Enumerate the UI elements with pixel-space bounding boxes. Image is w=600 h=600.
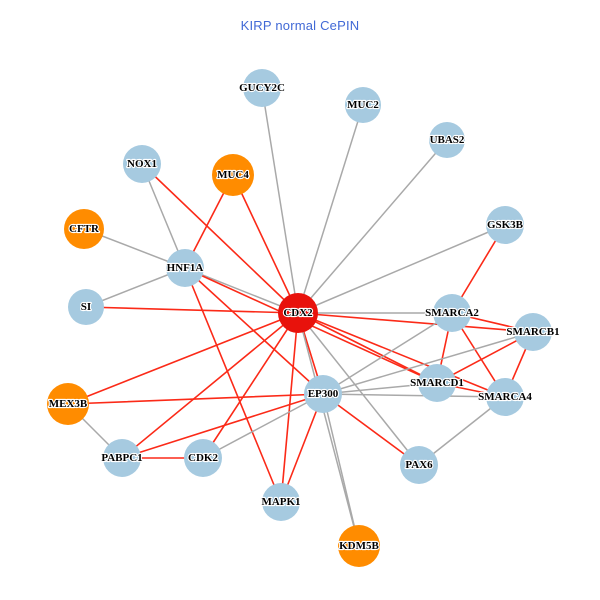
node-circle[interactable] xyxy=(47,383,89,425)
network-node-smarcd1[interactable]: SMARCD1 xyxy=(409,364,465,402)
page-title: KIRP normal CePIN xyxy=(240,18,360,33)
network-node-mex3b[interactable]: MEX3B xyxy=(47,383,89,425)
network-edge xyxy=(184,267,299,314)
network-edge xyxy=(67,393,324,405)
network-edge xyxy=(202,393,324,459)
node-circle[interactable] xyxy=(429,122,465,158)
network-edge xyxy=(202,312,299,459)
network-edge xyxy=(297,312,438,384)
node-circle[interactable] xyxy=(418,364,456,402)
node-label: CFTR xyxy=(69,223,100,235)
network-node-hnf1a[interactable]: HNF1A xyxy=(166,249,204,287)
node-label: CDX2 xyxy=(283,307,313,319)
node-label: SMARCA4 xyxy=(478,391,532,403)
network-node-cftr[interactable]: CFTR xyxy=(64,209,104,249)
network-edge xyxy=(85,306,299,314)
node-label: CDK2 xyxy=(188,452,218,464)
network-node-muc4[interactable]: MUC4 xyxy=(212,154,254,196)
network-edge xyxy=(141,163,299,314)
node-circle[interactable] xyxy=(486,378,524,416)
node-layer: GUCY2C MUC2 UBAS2 NOX1 MUC4 CFTR GSK3B HNF1A SI C… xyxy=(47,69,561,567)
node-circle[interactable] xyxy=(68,289,104,325)
network-edge xyxy=(280,393,324,503)
node-label: EP300 xyxy=(308,388,339,400)
network-edge xyxy=(297,104,364,314)
network-node-smarcb1[interactable]: SMARCB1 xyxy=(505,313,561,351)
node-circle[interactable] xyxy=(212,154,254,196)
node-label: HNF1A xyxy=(167,262,204,274)
node-label: PABPC1 xyxy=(101,452,142,464)
network-edge xyxy=(322,393,420,466)
network-node-ubas2[interactable]: UBAS2 xyxy=(428,122,466,158)
network-node-pax6[interactable]: PAX6 xyxy=(400,446,438,484)
node-circle[interactable] xyxy=(278,293,318,333)
node-label: UBAS2 xyxy=(430,134,465,146)
node-circle[interactable] xyxy=(262,483,300,521)
node-label: SMARCB1 xyxy=(506,326,559,338)
node-circle[interactable] xyxy=(64,209,104,249)
network-edge xyxy=(297,312,534,333)
node-circle[interactable] xyxy=(184,439,222,477)
network-edge xyxy=(121,393,324,459)
node-label: GSK3B xyxy=(487,219,524,231)
node-label: GUCY2C xyxy=(239,82,285,94)
network-node-si[interactable]: SI xyxy=(68,289,104,325)
node-circle[interactable] xyxy=(166,249,204,287)
network-node-pabpc1[interactable]: PABPC1 xyxy=(100,439,144,477)
network-node-muc2[interactable]: MUC2 xyxy=(345,87,381,123)
node-circle[interactable] xyxy=(123,145,161,183)
network-edge xyxy=(297,139,448,314)
node-circle[interactable] xyxy=(400,446,438,484)
network-edge xyxy=(322,393,506,398)
node-label: SMARCA2 xyxy=(425,307,479,319)
node-circle[interactable] xyxy=(486,206,524,244)
network-node-cdk2[interactable]: CDK2 xyxy=(184,439,222,477)
node-label: SI xyxy=(81,301,91,313)
network-node-gsk3b[interactable]: GSK3B xyxy=(486,206,525,244)
network-edge xyxy=(322,312,453,395)
node-label: SMARCD1 xyxy=(410,377,464,389)
node-label: MUC2 xyxy=(347,99,379,111)
node-label: MAPK1 xyxy=(261,496,300,508)
network-node-mapk1[interactable]: MAPK1 xyxy=(260,483,302,521)
node-label: PAX6 xyxy=(405,459,433,471)
network-edge xyxy=(121,312,299,459)
network-edge xyxy=(297,312,360,547)
network-node-cdx2[interactable]: CDX2 xyxy=(278,293,318,333)
node-circle[interactable] xyxy=(304,375,342,413)
network-node-smarca4[interactable]: SMARCA4 xyxy=(477,378,533,416)
network-node-ep300[interactable]: EP300 xyxy=(304,375,342,413)
network-edge xyxy=(322,393,360,547)
node-label: NOX1 xyxy=(127,158,157,170)
node-label: MEX3B xyxy=(49,398,88,410)
network-edge xyxy=(261,87,299,314)
network-node-gucy2c[interactable]: GUCY2C xyxy=(238,69,286,107)
network-node-kdm5b[interactable]: KDM5B xyxy=(338,525,381,567)
network-edge xyxy=(280,312,299,503)
network-edge xyxy=(322,382,438,395)
node-circle[interactable] xyxy=(433,294,471,332)
network-node-smarca2[interactable]: SMARCA2 xyxy=(424,294,480,332)
node-circle[interactable] xyxy=(243,69,281,107)
node-circle[interactable] xyxy=(345,87,381,123)
network-edge xyxy=(297,312,506,398)
network-edge xyxy=(322,331,534,395)
network-edge xyxy=(232,174,299,314)
node-circle[interactable] xyxy=(103,439,141,477)
node-circle[interactable] xyxy=(514,313,552,351)
node-label: KDM5B xyxy=(339,540,379,552)
node-circle[interactable] xyxy=(338,525,380,567)
network-edge xyxy=(184,267,282,503)
network-node-nox1[interactable]: NOX1 xyxy=(123,145,161,183)
network-edge xyxy=(297,224,506,314)
network-edge xyxy=(67,312,299,405)
node-label: MUC4 xyxy=(217,169,249,181)
network-edge xyxy=(297,312,420,466)
